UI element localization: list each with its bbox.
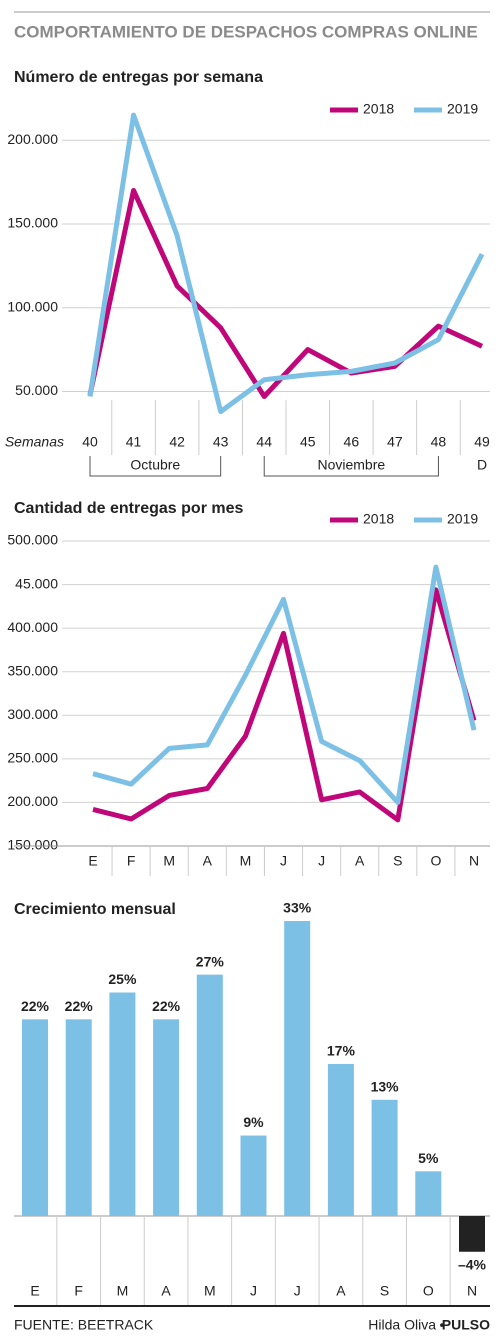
bullet: • <box>440 1317 445 1333</box>
value-label: 5% <box>418 1150 439 1166</box>
bar <box>196 974 223 1216</box>
y-tick-label: 200.000 <box>7 793 58 809</box>
y-tick-label: 150.000 <box>7 215 58 231</box>
value-label: 22% <box>152 998 181 1014</box>
x-tick-label: E <box>88 853 97 869</box>
x-tick-label: E <box>30 1283 39 1299</box>
value-label: 22% <box>65 998 94 1014</box>
value-label: 33% <box>283 900 312 916</box>
series-line <box>92 564 477 805</box>
x-tick-label: M <box>204 1283 216 1299</box>
x-tick-label: 46 <box>344 434 360 450</box>
bar <box>153 1019 180 1216</box>
x-tick-label: O <box>423 1283 434 1299</box>
x-tick-label: J <box>294 1283 301 1299</box>
y-tick-label: 500.000 <box>7 532 58 548</box>
group-label: Octubre <box>130 457 180 473</box>
group-bracket <box>89 456 222 477</box>
x-tick-label: 44 <box>256 434 272 450</box>
series-line <box>87 187 484 399</box>
y-tick-label: 45.000 <box>15 575 58 591</box>
y-tick-label: 100.000 <box>7 298 58 314</box>
x-tick-label: 49 <box>474 434 490 450</box>
bar <box>65 1019 92 1216</box>
bar <box>284 921 311 1216</box>
series-line <box>87 112 485 415</box>
value-label: –4% <box>458 1256 487 1272</box>
x-axis-label: Semanas <box>5 434 64 450</box>
x-tick-label: M <box>163 853 175 869</box>
legend-label: 2019 <box>447 101 478 117</box>
x-tick-label: S <box>380 1283 389 1299</box>
bar <box>22 1019 48 1216</box>
x-tick-label: 45 <box>300 434 316 450</box>
x-tick-label: 42 <box>169 434 185 450</box>
x-tick-label: 43 <box>213 434 229 450</box>
bar <box>240 1135 267 1216</box>
y-tick-label: 400.000 <box>7 619 58 635</box>
chart-title: Cantidad de entregas por mes <box>14 500 243 517</box>
legend-label: 2018 <box>363 101 394 117</box>
group-bracket <box>263 456 439 477</box>
x-tick-label: 40 <box>82 434 98 450</box>
x-tick-label: 47 <box>387 434 403 450</box>
x-tick-label: O <box>430 853 441 869</box>
bar <box>415 1171 442 1216</box>
x-tick-label: 41 <box>126 434 142 450</box>
y-tick-label: 350.000 <box>7 662 58 678</box>
x-tick-label: M <box>117 1283 129 1299</box>
bar <box>371 1099 398 1216</box>
x-tick-label: J <box>318 853 325 869</box>
bar <box>109 992 136 1216</box>
x-tick-label: 48 <box>431 434 447 450</box>
chart-title: Número de entregas por semana <box>14 69 263 86</box>
outlet: PULSO <box>442 1317 490 1333</box>
x-tick-label: F <box>127 853 136 869</box>
value-label: 13% <box>371 1078 400 1094</box>
value-label: 9% <box>243 1114 264 1130</box>
group-label: Noviembre <box>317 457 385 473</box>
value-label: 27% <box>196 953 225 969</box>
y-tick-label: 200.000 <box>7 131 58 147</box>
x-tick-label: N <box>467 1283 477 1299</box>
x-tick-label: A <box>203 853 213 869</box>
legend-label: 2018 <box>363 511 394 527</box>
y-tick-label: 50.000 <box>15 382 58 398</box>
bar <box>459 1216 485 1252</box>
x-tick-label: J <box>250 1283 257 1299</box>
y-tick-label: 150.000 <box>7 837 58 853</box>
x-tick-label: M <box>240 853 252 869</box>
series-line <box>92 587 477 823</box>
x-tick-label: F <box>74 1283 83 1299</box>
x-tick-label: J <box>280 853 287 869</box>
y-tick-label: 300.000 <box>7 706 58 722</box>
x-tick-label: S <box>393 853 402 869</box>
value-label: 25% <box>108 971 137 987</box>
author: Hilda Oliva <box>368 1317 436 1333</box>
x-tick-label: A <box>336 1283 346 1299</box>
x-tick-label: N <box>469 853 479 869</box>
value-label: 22% <box>21 998 50 1014</box>
chart-title: Crecimiento mensual <box>14 901 176 918</box>
legend-label: 2019 <box>447 511 478 527</box>
bar <box>327 1064 354 1216</box>
group-label: D <box>477 457 487 473</box>
x-tick-label: A <box>355 853 365 869</box>
header-title: COMPORTAMIENTO DE DESPACHOS COMPRAS ONLI… <box>14 22 478 41</box>
source: FUENTE: BEETRACK <box>14 1317 154 1333</box>
y-tick-label: 250.000 <box>7 750 58 766</box>
x-tick-label: A <box>161 1283 171 1299</box>
value-label: 17% <box>327 1043 356 1059</box>
